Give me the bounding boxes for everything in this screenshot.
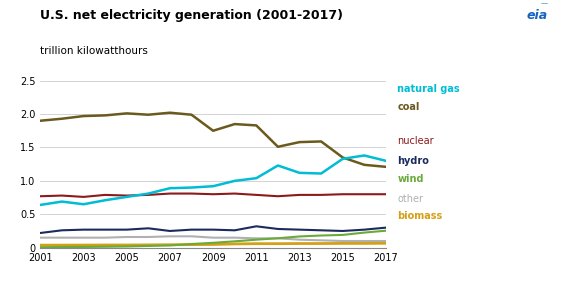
Text: U.S. net electricity generation (2001-2017): U.S. net electricity generation (2001-20… (40, 9, 343, 22)
Text: hydro: hydro (397, 156, 429, 166)
Text: nuclear: nuclear (397, 136, 434, 146)
Text: eia: eia (526, 9, 547, 22)
Text: coal: coal (397, 102, 420, 111)
Text: wind: wind (397, 174, 424, 183)
Text: natural gas: natural gas (397, 84, 460, 94)
Text: trillion kilowatthours: trillion kilowatthours (40, 46, 148, 56)
Text: other: other (397, 194, 423, 204)
Text: biomass: biomass (397, 211, 443, 221)
Text: —: — (540, 0, 547, 6)
